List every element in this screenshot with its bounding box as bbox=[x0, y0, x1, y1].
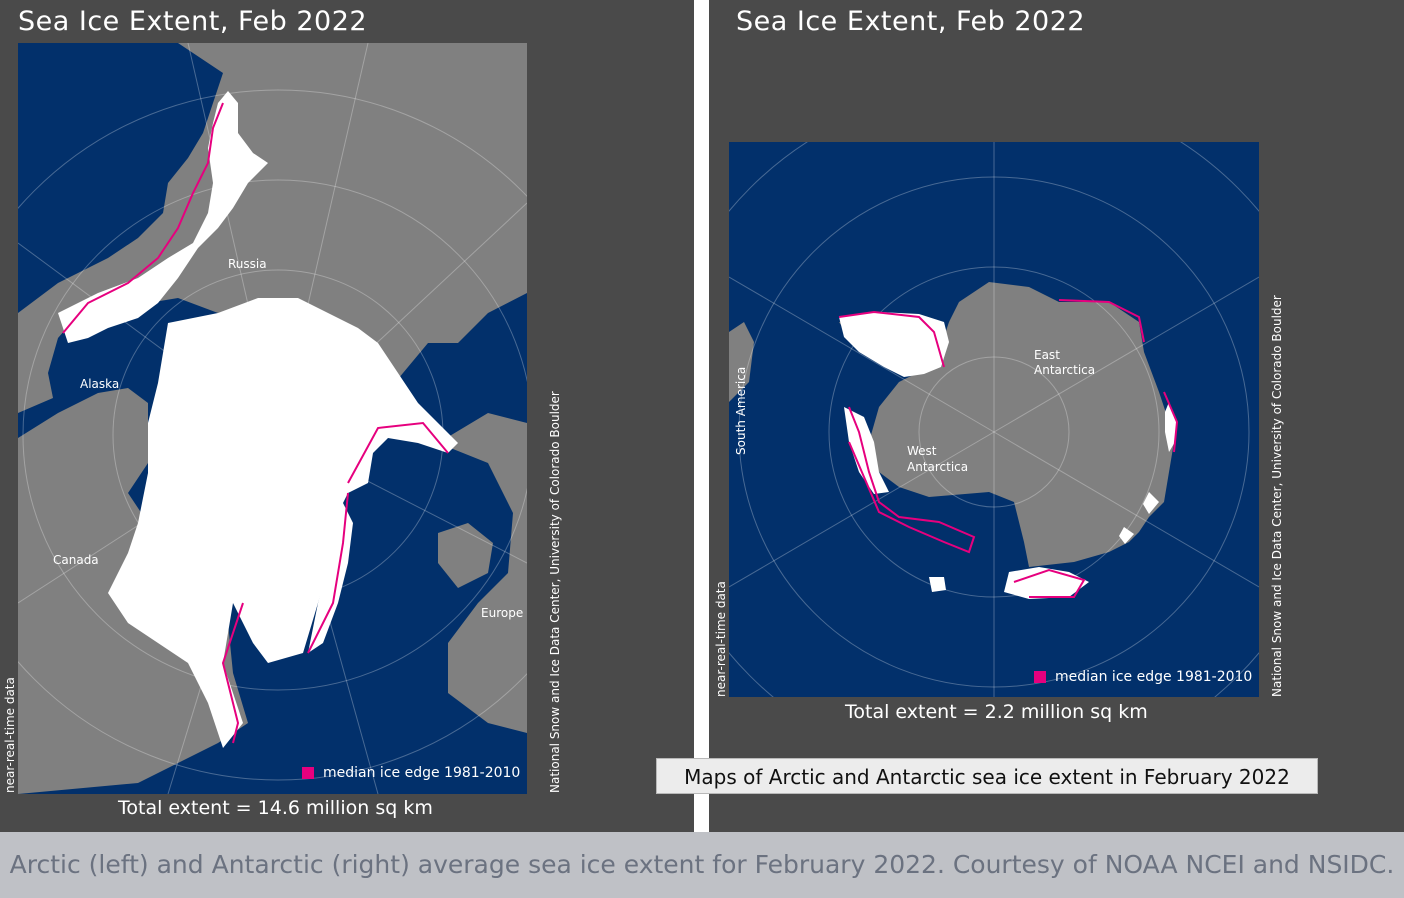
arctic-map-title: Sea Ice Extent, Feb 2022 bbox=[18, 6, 368, 37]
arctic-land-europe bbox=[438, 413, 527, 733]
arctic-total-extent: Total extent = 14.6 million sq km bbox=[118, 797, 433, 819]
arctic-label-europe: Europe bbox=[481, 606, 523, 620]
antarctic-credit-label: National Snow and Ice Data Center, Unive… bbox=[1270, 295, 1284, 697]
arctic-land-russia bbox=[18, 43, 527, 423]
panel-divider bbox=[694, 0, 709, 832]
antarctic-total-extent: Total extent = 2.2 million sq km bbox=[845, 701, 1148, 723]
antarctic-map-title: Sea Ice Extent, Feb 2022 bbox=[736, 6, 1086, 37]
arctic-land-scandinavia bbox=[438, 523, 493, 588]
antarctic-label-east-line1: East bbox=[1034, 348, 1060, 362]
arctic-graticule bbox=[18, 43, 527, 794]
antarctic-legend-label: median ice edge 1981-2010 bbox=[1055, 669, 1253, 685]
antarctic-status-label: near-real-time data bbox=[714, 581, 728, 697]
antarctic-legend: median ice edge 1981-2010 bbox=[1034, 669, 1252, 685]
arctic-map: Russia Alaska Canada Greenland Europe me… bbox=[18, 43, 527, 794]
arctic-label-canada: Canada bbox=[53, 553, 99, 567]
image-tooltip: Maps of Arctic and Antarctic sea ice ext… bbox=[656, 758, 1318, 794]
arctic-panel: Sea Ice Extent, Feb 2022 bbox=[0, 0, 694, 832]
antarctic-sea-ice-bellingshausen bbox=[844, 407, 889, 494]
antarctic-median-ice-edge bbox=[838, 299, 1179, 598]
antarctic-graticule bbox=[729, 142, 1259, 697]
antarctic-label-west-line2: Antarctica bbox=[907, 460, 968, 474]
arctic-credit-label: National Snow and Ice Data Center, Unive… bbox=[548, 391, 562, 793]
antarctic-label-west-line1: West bbox=[907, 444, 937, 458]
arctic-legend-label: median ice edge 1981-2010 bbox=[323, 765, 521, 781]
antarctic-panel: Sea Ice Extent, Feb 2022 bbox=[709, 0, 1404, 832]
pink-square-icon bbox=[1034, 671, 1046, 683]
antarctic-land-south-america bbox=[729, 322, 754, 402]
antarctic-label-south-america: South America bbox=[734, 367, 748, 455]
pink-square-icon bbox=[302, 767, 314, 779]
arctic-label-alaska: Alaska bbox=[80, 377, 119, 391]
antarctic-sea-ice-islet bbox=[929, 577, 946, 592]
arctic-status-label: near-real-time data bbox=[3, 677, 17, 793]
arctic-sea-ice bbox=[58, 91, 458, 748]
arctic-legend: median ice edge 1981-2010 bbox=[302, 765, 520, 781]
antarctic-map: East Antarctica West Antarctica South Am… bbox=[729, 142, 1259, 697]
arctic-sea-ice-greenland-east bbox=[308, 493, 353, 653]
arctic-median-ice-edge bbox=[62, 102, 449, 744]
arctic-label-russia: Russia bbox=[228, 257, 267, 271]
antarctic-sea-ice-weddell bbox=[839, 312, 949, 377]
figure-caption: Arctic (left) and Antarctic (right) aver… bbox=[0, 832, 1404, 898]
arctic-label-greenland: Greenland bbox=[248, 516, 310, 530]
antarctic-label-east-line2: Antarctica bbox=[1034, 363, 1095, 377]
antarctic-sea-ice-east-coast bbox=[1119, 402, 1177, 544]
